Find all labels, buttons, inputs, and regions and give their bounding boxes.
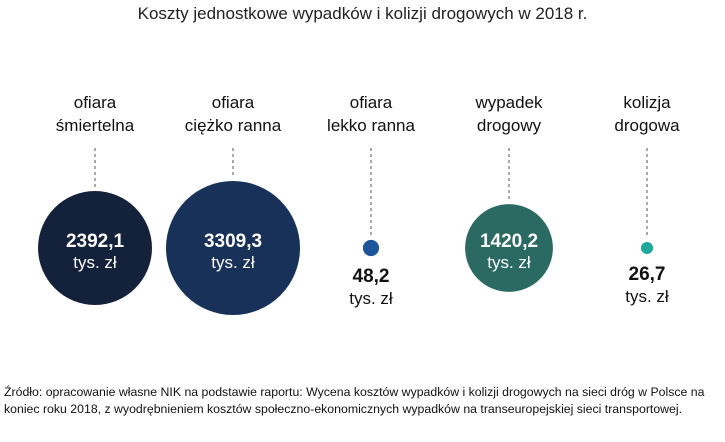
category-label-line1: ofiara: [74, 93, 117, 112]
chart-title: Koszty jednostkowe wypadków i kolizji dr…: [137, 4, 588, 23]
bubble: [640, 241, 654, 255]
category-label-line1: ofiara: [212, 93, 255, 112]
unit-label: tys. zł: [349, 289, 393, 308]
category-label-line2: drogowa: [614, 116, 680, 135]
value-label: 26,7: [629, 264, 666, 285]
unit-label: tys. zł: [73, 253, 117, 272]
value-label: 2392,1: [66, 231, 125, 252]
category-label-line2: śmiertelna: [56, 116, 135, 135]
category-label-line1: kolizja: [623, 93, 671, 112]
bubble: [362, 239, 380, 257]
value-label: 48,2: [353, 266, 390, 287]
value-label: 1420,2: [480, 231, 538, 252]
category-label-line2: drogowy: [477, 116, 542, 135]
category-label-line2: lekko ranna: [327, 116, 415, 135]
category-label-line2: ciężko ranna: [185, 116, 282, 135]
bubble: [166, 181, 300, 315]
unit-label: tys. zł: [625, 287, 669, 306]
category-label-line1: ofiara: [350, 93, 393, 112]
bubble: [465, 204, 553, 292]
category-label-line1: wypadek: [474, 93, 543, 112]
unit-label: tys. zł: [211, 253, 255, 272]
source-note: Źródło: opracowanie własne NIK na podsta…: [4, 385, 705, 416]
value-label: 3309,3: [204, 231, 262, 252]
unit-label: tys. zł: [487, 253, 531, 272]
bubble: [38, 191, 152, 305]
